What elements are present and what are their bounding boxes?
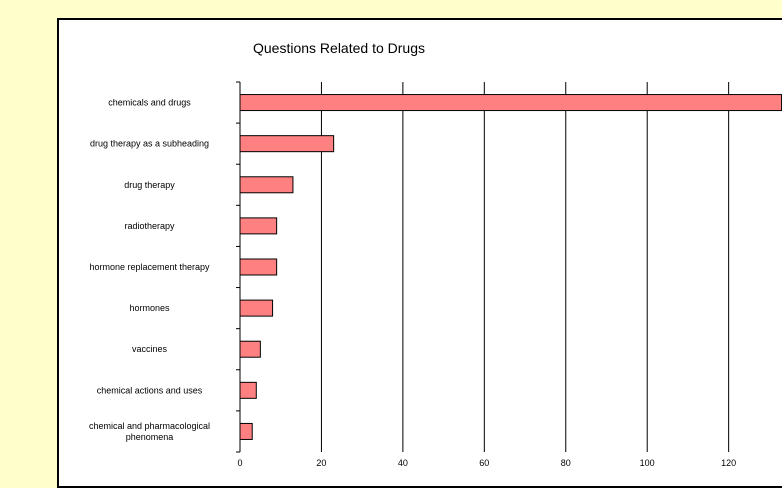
bar-6: [239, 340, 261, 358]
bar-7: [239, 381, 257, 399]
category-label-0: chemicals and drugs: [108, 98, 191, 108]
bar-3: [239, 217, 278, 235]
x-tick-label-0: 0: [237, 458, 242, 468]
bar-8: [239, 422, 253, 440]
x-tick-label-120: 120: [721, 458, 736, 468]
chart-frame: Questions Related to Drugs chemicals and…: [57, 18, 782, 488]
bar-0: [239, 94, 782, 112]
category-label-1: drug therapy as a subheading: [90, 139, 209, 149]
category-label-6: vaccines: [132, 344, 168, 354]
category-label-7: chemical actions and uses: [97, 385, 203, 395]
category-label-8: chemical and pharmacological phenomena: [89, 421, 210, 442]
bar-1: [239, 135, 335, 153]
bar-chart-plot: chemicals and drugs drug therapy as a sub…: [89, 81, 782, 468]
category-label-4: hormone replacement therapy: [89, 262, 210, 272]
x-tick-label-40: 40: [398, 458, 408, 468]
chart-title: Questions Related to Drugs: [253, 40, 425, 56]
x-tick-label-20: 20: [316, 458, 326, 468]
category-label-3: radiotherapy: [124, 221, 175, 231]
category-label-2: drug therapy: [124, 180, 175, 190]
category-label-5: hormones: [129, 303, 170, 313]
bar-4: [239, 258, 278, 276]
x-tick-label-80: 80: [561, 458, 571, 468]
bar-2: [239, 176, 294, 194]
bar-5: [239, 299, 274, 317]
x-tick-label-60: 60: [479, 458, 489, 468]
x-tick-label-100: 100: [640, 458, 655, 468]
